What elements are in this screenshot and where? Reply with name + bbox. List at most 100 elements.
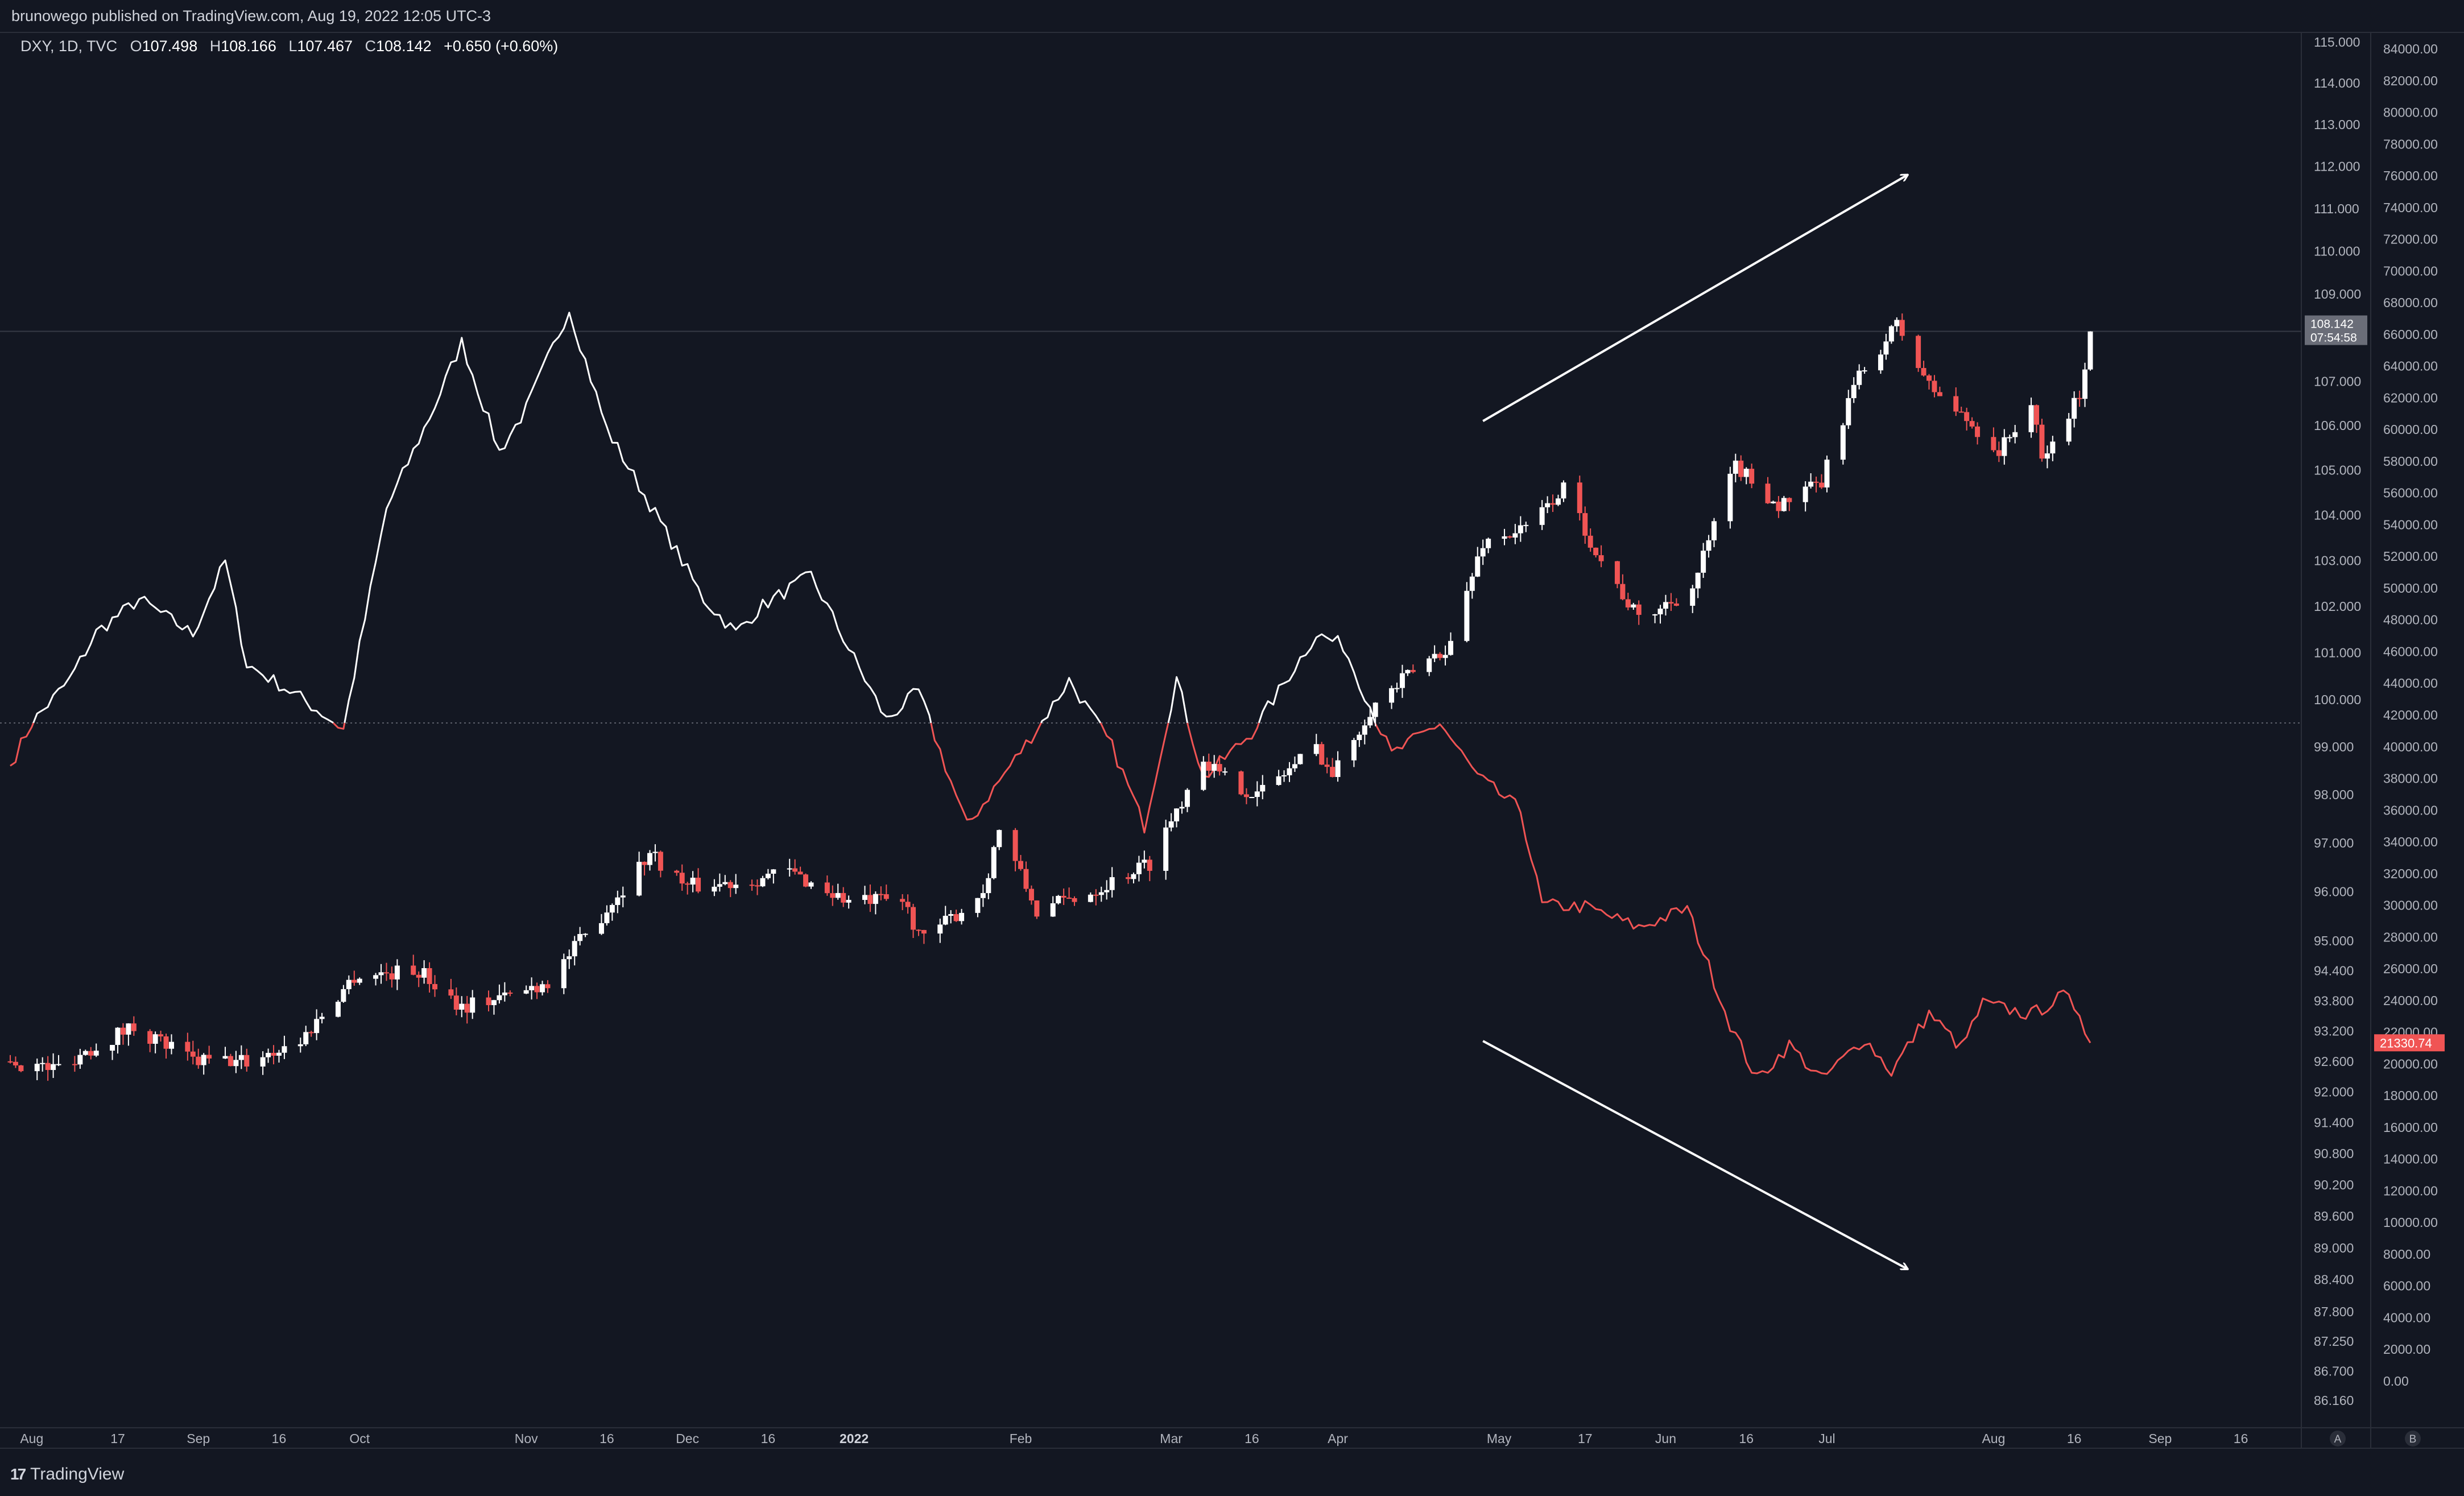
auto-scale-button-label: A bbox=[2334, 1433, 2342, 1445]
dxy-candle-body bbox=[835, 892, 841, 898]
dxy-candle-body bbox=[1593, 547, 1599, 556]
btc-axis-label: 50000.00 bbox=[2383, 581, 2438, 596]
dxy-candle-body bbox=[1975, 426, 1981, 437]
dxy-candle-body bbox=[652, 852, 658, 853]
publish-text: brunowego published on TradingView.com, … bbox=[11, 7, 491, 24]
dxy-candle-body bbox=[1448, 640, 1453, 655]
dxy-candle-body bbox=[975, 898, 981, 913]
dxy-candle-body bbox=[1512, 533, 1518, 538]
dxy-candle-body bbox=[1614, 561, 1620, 584]
dxy-candle-body bbox=[45, 1063, 51, 1071]
close-value: 108.142 bbox=[376, 38, 432, 55]
btc-axis-label: 30000.00 bbox=[2383, 898, 2438, 913]
dxy-candle-body bbox=[1066, 898, 1072, 899]
btc-axis-label: 44000.00 bbox=[2383, 676, 2438, 691]
dxy-candle-body bbox=[1399, 673, 1405, 688]
btc-axis-label: 26000.00 bbox=[2383, 961, 2438, 976]
btc-line-segment-above bbox=[1167, 676, 1188, 724]
dxy-candles-layer bbox=[7, 313, 2093, 1081]
dxy-candle-body bbox=[77, 1055, 83, 1065]
dxy-candle-body bbox=[1389, 688, 1395, 703]
dxy-candle-body bbox=[878, 894, 884, 895]
dxy-candle-body bbox=[1319, 744, 1325, 765]
dxy-candle-body bbox=[1098, 892, 1104, 895]
dxy-candle-body bbox=[948, 914, 954, 916]
log-scale-button[interactable] bbox=[2405, 1431, 2421, 1447]
dxy-candle-body bbox=[1367, 717, 1373, 726]
dxy-candle-body bbox=[1502, 536, 1507, 539]
btc-line-segment-below bbox=[10, 722, 35, 767]
dxy-candle-body bbox=[282, 1046, 287, 1053]
tradingview-logo[interactable]: 17 TradingView bbox=[10, 1463, 124, 1486]
dxy-candle-body bbox=[760, 878, 766, 887]
btc-axis-label: 60000.00 bbox=[2383, 422, 2438, 437]
dxy-candle-body bbox=[1738, 460, 1744, 477]
dxy-candle-body bbox=[1437, 654, 1443, 658]
dxy-candle-body bbox=[953, 914, 959, 921]
dxy-candle-body bbox=[1056, 895, 1061, 904]
dxy-candle-body bbox=[185, 1042, 191, 1052]
dxy-candle-body bbox=[335, 1002, 341, 1017]
btc-axis-label: 42000.00 bbox=[2383, 708, 2438, 722]
dxy-candle-body bbox=[1636, 604, 1642, 615]
dxy-candle-body bbox=[1776, 501, 1781, 511]
dxy-candle-body bbox=[244, 1055, 250, 1067]
dxy-candle-body bbox=[679, 873, 685, 884]
dxy-candle-body bbox=[1163, 827, 1169, 871]
footer-bar bbox=[0, 1448, 2464, 1496]
dxy-candle-body bbox=[201, 1055, 206, 1065]
symbol-label[interactable]: DXY, 1D, TVC bbox=[20, 38, 118, 55]
dxy-candle-body bbox=[986, 878, 991, 894]
btc-axis-label: 80000.00 bbox=[2383, 105, 2438, 120]
dxy-axis-label: 87.250 bbox=[2314, 1334, 2354, 1349]
dxy-candle-body bbox=[1475, 556, 1481, 577]
dxy-candle-body bbox=[1243, 794, 1249, 797]
dxy-candle-body bbox=[2082, 369, 2088, 399]
auto-scale-button[interactable] bbox=[2330, 1431, 2346, 1447]
dxy-candle-body bbox=[540, 984, 545, 993]
dxy-candle-body bbox=[507, 992, 513, 994]
dxy-axis-label: 106.000 bbox=[2314, 418, 2361, 433]
dxy-candle-body bbox=[2044, 453, 2050, 459]
dxy-candle-body bbox=[303, 1032, 309, 1044]
dxy-candle-body bbox=[1287, 768, 1292, 775]
dxy-candle-body bbox=[523, 990, 529, 994]
dxy-axis-label: 92.000 bbox=[2314, 1085, 2354, 1100]
dxy-axis-label: 111.000 bbox=[2314, 201, 2359, 216]
btc-line-segment-below bbox=[1374, 722, 2091, 1077]
dxy-candle-body bbox=[1743, 469, 1749, 477]
dxy-candle-body bbox=[1668, 602, 1674, 604]
dxy-candle-body bbox=[674, 870, 680, 873]
dxy-candle-body bbox=[1201, 762, 1206, 790]
dxy-candle-body bbox=[1652, 614, 1658, 615]
btc-last-badge bbox=[2374, 1034, 2445, 1052]
dxy-candle-body bbox=[959, 912, 965, 921]
btc-axis-label: 6000.00 bbox=[2383, 1279, 2430, 1293]
dxy-candle-body bbox=[1523, 524, 1529, 526]
dxy-candle-body bbox=[1372, 702, 1378, 717]
dxy-candle-body bbox=[690, 878, 696, 885]
dxy-candle-body bbox=[120, 1027, 126, 1035]
dxy-candle-body bbox=[238, 1055, 244, 1060]
dxy-candle-body bbox=[754, 885, 760, 887]
dxy-candle-body bbox=[1351, 740, 1357, 761]
dxy-candle-body bbox=[942, 915, 948, 925]
btc-line-segment-below bbox=[1186, 722, 1260, 778]
time-axis-label: 16 bbox=[2067, 1431, 2082, 1446]
dxy-candle-body bbox=[1953, 396, 1959, 412]
dxy-candle-body bbox=[7, 1061, 13, 1063]
dxy-candle-body bbox=[1888, 326, 1894, 342]
btc-axis-label: 64000.00 bbox=[2383, 359, 2438, 374]
dxy-candle-body bbox=[158, 1034, 164, 1037]
dxy-candle-body bbox=[1217, 764, 1222, 772]
last-price-badge bbox=[2305, 315, 2367, 345]
dxy-candle-body bbox=[905, 902, 911, 907]
dxy-candle-body bbox=[808, 882, 814, 887]
dxy-candle-body bbox=[771, 869, 776, 874]
dxy-candle-body bbox=[228, 1056, 233, 1067]
grid-layer bbox=[0, 32, 2464, 1448]
dxy-candle-body bbox=[1991, 437, 1996, 451]
dxy-candle-body bbox=[636, 862, 642, 896]
dxy-axis-label: 94.400 bbox=[2314, 964, 2354, 978]
